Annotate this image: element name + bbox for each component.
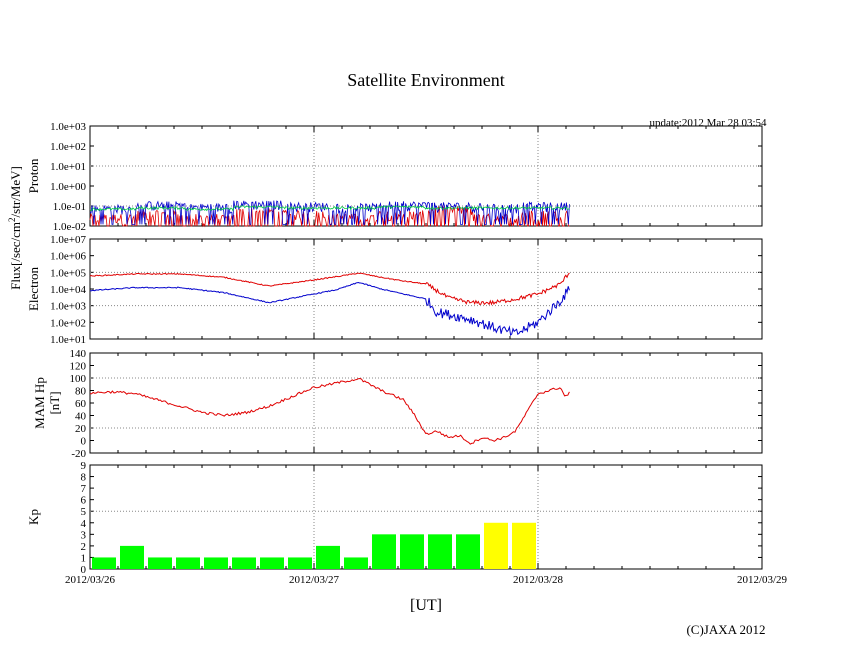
- flux-ylabel: Flux[/sec/cm2/str/MeV]: [7, 166, 23, 290]
- ytick-label-electron-4: 1.0e+05: [50, 267, 86, 279]
- copyright-label: (C)JAXA 2012: [686, 622, 765, 637]
- series-electron-blue: [89, 281, 570, 337]
- ytick-label-kp-6: 6: [81, 495, 87, 507]
- panel-frame-mam_hp: [89, 352, 763, 454]
- series-mam_hp-Hp: [90, 377, 570, 445]
- ytick-label-mam_hp-0: -20: [71, 448, 86, 460]
- panels-group: 1.0e-02 1.0e-01 1.0e+00 1.0e+01 1.0e+02 1.0e+…: [26, 121, 788, 586]
- series-proton-blue: [89, 200, 570, 225]
- kp-bar-9: [344, 557, 368, 569]
- kp-bar-14: [484, 522, 508, 569]
- ylabel-mam_hp: MAM Hp: [32, 377, 47, 429]
- ytick-label-electron-0: 1.0e+01: [50, 334, 86, 346]
- kp-bar-3: [176, 557, 200, 569]
- ytick-label-electron-3: 1.0e+04: [50, 284, 86, 296]
- ytick-label-proton-3: 1.0e+01: [50, 161, 86, 173]
- kp-bar-4: [204, 557, 228, 569]
- x-axis-label: [UT]: [410, 597, 442, 614]
- kp-bar-0: [92, 557, 116, 569]
- ytick-label-kp-0: 0: [81, 564, 87, 576]
- ytick-label-kp-9: 9: [81, 460, 87, 472]
- ytick-label-electron-6: 1.0e+07: [50, 234, 86, 246]
- ytick-label-kp-3: 3: [81, 529, 87, 541]
- kp-bar-2: [148, 557, 172, 569]
- xtick-label-1: 2012/03/27: [289, 574, 340, 586]
- ytick-label-proton-2: 1.0e+00: [50, 181, 86, 193]
- xtick-label-2: 2012/03/28: [513, 574, 564, 586]
- ytick-label-electron-5: 1.0e+06: [50, 251, 86, 263]
- ytick-label-proton-5: 1.0e+03: [50, 121, 86, 133]
- ytick-label-mam_hp-4: 60: [75, 398, 87, 410]
- panel-frame-proton: [89, 125, 763, 227]
- ytick-label-kp-8: 8: [81, 472, 87, 484]
- kp-bar-8: [316, 545, 340, 569]
- series-proton-green: [89, 205, 570, 212]
- ytick-label-mam_hp-5: 80: [75, 386, 87, 398]
- ytick-label-kp-7: 7: [81, 483, 87, 495]
- kp-bar-7: [288, 557, 312, 569]
- panel-frame-kp: [89, 464, 763, 570]
- ytick-label-mam_hp-8: 140: [70, 348, 87, 360]
- ytick-label-electron-1: 1.0e+02: [50, 317, 86, 329]
- xtick-label-0: 2012/03/26: [65, 574, 116, 586]
- ytick-label-mam_hp-2: 20: [75, 423, 87, 435]
- ytick-label-proton-4: 1.0e+02: [50, 141, 86, 153]
- kp-bar-13: [456, 534, 480, 569]
- flux-ylabel-main: Flux[/sec/cm: [8, 222, 23, 290]
- ytick-label-kp-1: 1: [81, 552, 87, 564]
- ytick-label-kp-2: 2: [81, 541, 87, 553]
- series-electron-red: [89, 272, 570, 306]
- update-label: update:2012 Mar 28 03:54: [649, 117, 767, 129]
- kp-bar-10: [372, 534, 396, 569]
- xtick-label-3: 2012/03/29: [737, 574, 788, 586]
- ytick-label-proton-0: 1.0e-02: [53, 221, 86, 233]
- ylabel-electron: Electron: [26, 266, 41, 311]
- ylabel-kp: Kp: [26, 509, 41, 525]
- ytick-label-mam_hp-7: 120: [70, 361, 87, 373]
- kp-bar-15: [512, 522, 536, 569]
- ytick-label-mam_hp-6: 100: [70, 373, 87, 385]
- ytick-label-mam_hp-1: 0: [81, 436, 87, 448]
- kp-bar-11: [400, 534, 424, 569]
- kp-bar-5: [232, 557, 256, 569]
- kp-bar-12: [428, 534, 452, 569]
- ytick-label-proton-1: 1.0e-01: [53, 201, 86, 213]
- kp-bar-1: [120, 545, 144, 569]
- flux-ylabel-sup: 2: [7, 217, 17, 222]
- ylabel2-mam_hp: [nT]: [47, 391, 62, 414]
- flux-ylabel-tail: /str/MeV]: [8, 166, 23, 217]
- ytick-label-kp-4: 4: [81, 518, 87, 530]
- ytick-label-electron-2: 1.0e+03: [50, 301, 86, 313]
- ytick-label-mam_hp-3: 40: [75, 411, 87, 423]
- ytick-label-kp-5: 5: [81, 506, 87, 518]
- ylabel-proton: Proton: [26, 158, 41, 193]
- chart-title: Satellite Environment: [347, 70, 504, 90]
- kp-bar-6: [260, 557, 284, 569]
